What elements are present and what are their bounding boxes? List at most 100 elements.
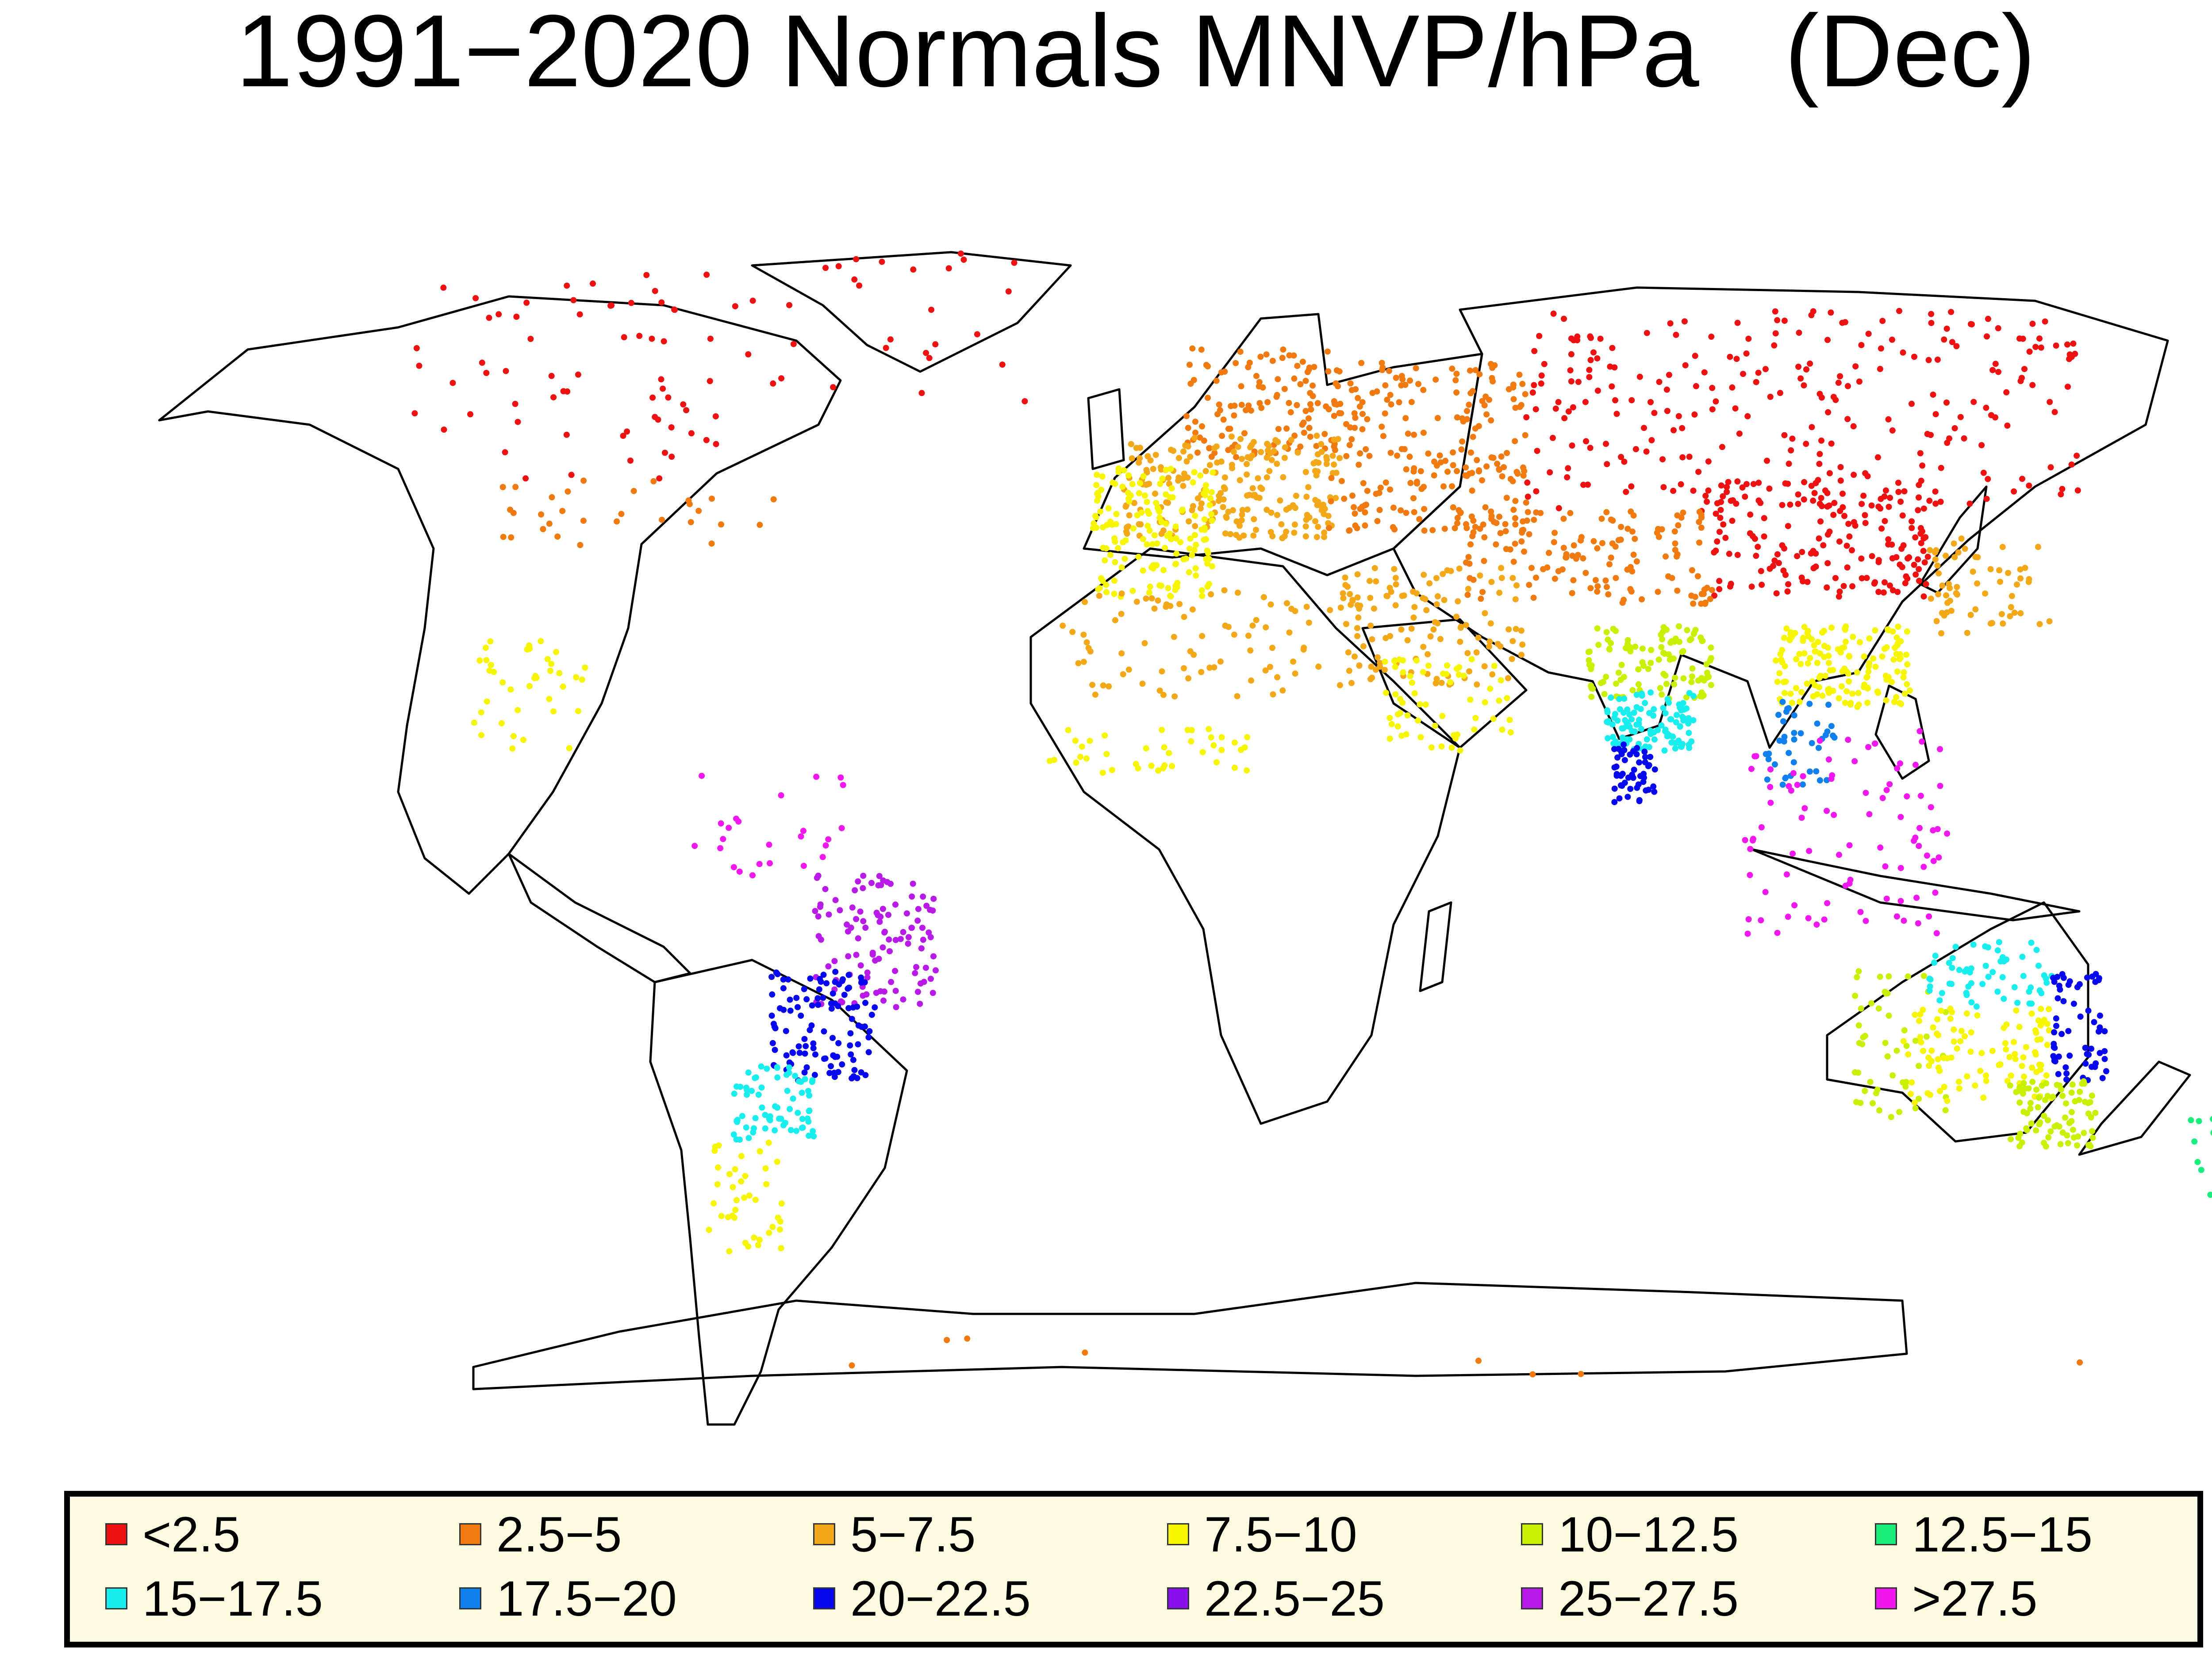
station-dot [1372,666,1379,673]
station-dot [823,980,830,987]
station-dot [1643,787,1649,794]
station-dot [580,477,587,484]
station-dot [2074,453,2080,459]
station-dot [945,265,952,272]
station-dot [478,732,484,738]
station-dot [1352,425,1358,431]
station-dot [1185,425,1191,431]
station-dot [1357,450,1363,457]
station-dot [1483,411,1490,418]
station-dot [1432,680,1439,687]
station-dot [1659,691,1665,698]
station-dot [483,657,490,664]
station-dot [1302,408,1309,414]
station-dot [800,828,806,834]
station-dot [1632,446,1639,453]
station-dot [1248,442,1255,449]
station-dot [1464,591,1471,598]
station-dot [1354,633,1361,639]
station-dot [1093,482,1100,488]
station-dot [1467,541,1474,548]
station-dot [1097,508,1104,515]
station-dot [1604,718,1610,725]
station-dot [691,843,698,849]
station-dot [1616,696,1623,702]
station-dot [814,995,821,1002]
station-dot [1087,648,1094,655]
station-dot [828,1063,834,1069]
station-dot [909,893,915,900]
station-dot [1748,766,1755,772]
station-dot [2008,593,2015,599]
station-dot [1523,499,1529,506]
station-dot [1656,379,1663,385]
station-dot [932,341,939,348]
station-dot [1736,430,1743,437]
station-dot [1470,518,1477,524]
station-dot [708,540,715,547]
station-dot [1568,378,1575,384]
station-dot [1118,611,1125,617]
station-dot [1824,503,1831,510]
station-dot [1727,353,1733,360]
station-dot [1102,732,1108,739]
station-dot [1504,695,1510,702]
station-dot [1912,761,1919,768]
station-dot [1801,479,1808,485]
station-dot [1230,449,1237,455]
station-dot [1755,480,1762,486]
station-dot [1438,680,1445,686]
station-dot [1391,566,1398,572]
station-dot [1510,507,1517,513]
station-dot [730,864,737,871]
station-dot [1745,916,1752,922]
station-dot [752,1075,758,1081]
station-dot [1396,657,1403,663]
station-dot [1383,593,1390,599]
station-dot [1228,403,1234,409]
station-dot [1306,425,1313,431]
station-dot [1901,669,1907,676]
station-dot [930,953,937,960]
station-dot [1924,553,1931,560]
station-dot [1573,555,1579,562]
station-dot [2051,1029,2058,1036]
station-dot [1654,530,1660,536]
station-dot [1628,716,1635,722]
station-dot [1440,483,1447,490]
station-dot [1678,515,1685,521]
station-dot [1689,665,1696,672]
station-dot [1751,535,1758,542]
station-dot [1946,435,1952,442]
station-dot [1966,969,1973,975]
station-dot [1609,345,1616,351]
station-dot [1434,593,1441,599]
station-dot [1170,448,1177,454]
europe-outline [1083,313,1483,576]
station-dot [1664,408,1671,414]
station-dot [2014,999,2021,1006]
station-dot [1849,583,1855,590]
station-dot [1578,534,1585,541]
station-dot [1115,545,1121,552]
station-dot [1767,799,1774,806]
station-dot [1352,386,1359,392]
station-dot [565,488,571,495]
station-dot [1767,784,1774,790]
station-dot [1367,676,1374,682]
station-dot [1425,450,1432,457]
station-dot [1481,663,1488,670]
station-dot [706,1227,712,1233]
station-dot [1980,1094,1987,1101]
station-dot [491,668,497,675]
station-dot [1413,365,1419,372]
station-dot [1995,325,2001,331]
station-dot [1875,557,1882,564]
station-dot [1698,591,1705,597]
station-dot [1346,668,1352,674]
station-dot [1843,542,1850,549]
station-dot [1229,507,1236,514]
station-dot [1695,468,1702,475]
station-dot [1481,558,1487,564]
station-dot [1815,745,1822,751]
